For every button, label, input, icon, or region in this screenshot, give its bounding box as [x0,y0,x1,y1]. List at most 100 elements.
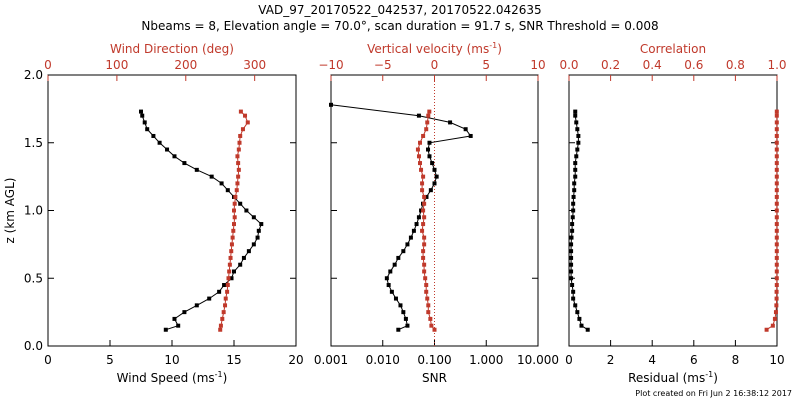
series-line-red [219,111,249,330]
data-point-red [774,283,779,288]
series-line-black [570,111,588,331]
data-point-red [229,242,234,247]
data-point-red [420,188,425,193]
data-point-red [218,327,223,332]
data-point-black [432,167,437,172]
data-point-red [427,109,432,114]
data-point-red [774,222,779,227]
bottom-axis-title: Wind Speed (ms-1) [117,370,228,385]
data-point-black [182,161,187,166]
data-point-red [225,289,230,294]
data-point-red [774,188,779,193]
top-tick-label: 0.2 [601,58,620,72]
data-point-red [774,109,779,114]
data-point-red [227,262,232,267]
data-point-black [573,174,578,179]
data-point-red [419,167,424,172]
data-point-red [418,161,423,166]
data-point-black [219,181,224,186]
data-point-black [384,276,389,281]
top-tick-label: 10 [530,58,545,72]
panel-frame [47,74,297,347]
data-point-red [774,194,779,199]
data-point-black [427,140,432,145]
data-point-red [424,289,429,294]
top-axis-title: Correlation [640,42,706,56]
data-point-black [405,242,410,247]
data-point-black [396,327,401,332]
panel-frame [568,74,778,347]
title-line-1: VAD_97_20170522_042537, 20170522.042635 [258,3,541,17]
data-point-black [432,181,437,186]
data-point-red [422,242,427,247]
top-axis-title: Wind Direction (deg) [110,42,234,56]
bottom-tick-label: 0 [44,353,52,367]
data-point-red [223,303,228,308]
series-line-red [417,111,435,331]
data-point-black [572,188,577,193]
y-tick-label: 2.0 [24,68,43,82]
data-point-black [238,201,243,206]
top-tick-label: 300 [243,58,266,72]
data-point-red [415,147,420,152]
data-point-black [573,167,578,172]
data-point-red [422,269,427,274]
data-point-red [774,154,779,159]
data-point-red [774,174,779,179]
data-point-red [231,228,236,233]
top-tick-label: −5 [374,58,392,72]
data-point-black [571,201,576,206]
data-point-black [246,249,251,254]
data-point-red [774,262,779,267]
data-point-black [251,242,256,247]
data-point-black [403,316,408,321]
data-point-red [228,255,233,260]
data-point-black [194,167,199,172]
data-point-red [423,276,428,281]
data-point-red [774,276,779,281]
top-tick-label: 0.4 [643,58,662,72]
data-point-red [221,310,226,315]
data-point-red [232,201,237,206]
data-point-red [774,201,779,206]
data-point-red [774,255,779,260]
bottom-tick-label: 2 [607,353,615,367]
data-point-black [259,222,264,227]
data-point-black [575,127,580,132]
top-tick-label: −10 [318,58,343,72]
data-point-red [429,323,434,328]
data-point-red [422,215,427,220]
data-point-black [222,283,227,288]
data-point-red [426,310,431,315]
data-point-black [416,113,421,118]
y-axis-title: z (km AGL) [3,178,17,244]
data-point-red [232,208,236,213]
data-point-red [773,310,778,315]
data-point-black [570,215,575,220]
data-point-black [393,296,398,301]
data-point-black [225,188,230,193]
data-point-red [240,127,245,132]
data-point-black [463,127,468,132]
data-point-black [416,215,421,220]
data-point-black [256,228,261,233]
data-point-red [422,201,427,206]
data-point-red [421,255,426,260]
data-point-black [585,327,590,332]
data-point-red [229,249,234,254]
data-point-red [774,113,779,118]
data-point-red [770,323,775,328]
data-point-black [139,109,143,114]
data-point-black [255,235,260,240]
data-point-black [426,147,431,152]
data-point-black [251,215,256,220]
data-point-black [176,323,181,328]
data-point-red [416,154,421,159]
data-point-red [428,316,433,321]
data-point-red [774,235,779,240]
data-point-red [225,283,230,288]
data-point-red [421,133,426,138]
data-point-black [570,228,575,233]
data-point-red [422,235,427,240]
data-point-black [411,228,416,233]
